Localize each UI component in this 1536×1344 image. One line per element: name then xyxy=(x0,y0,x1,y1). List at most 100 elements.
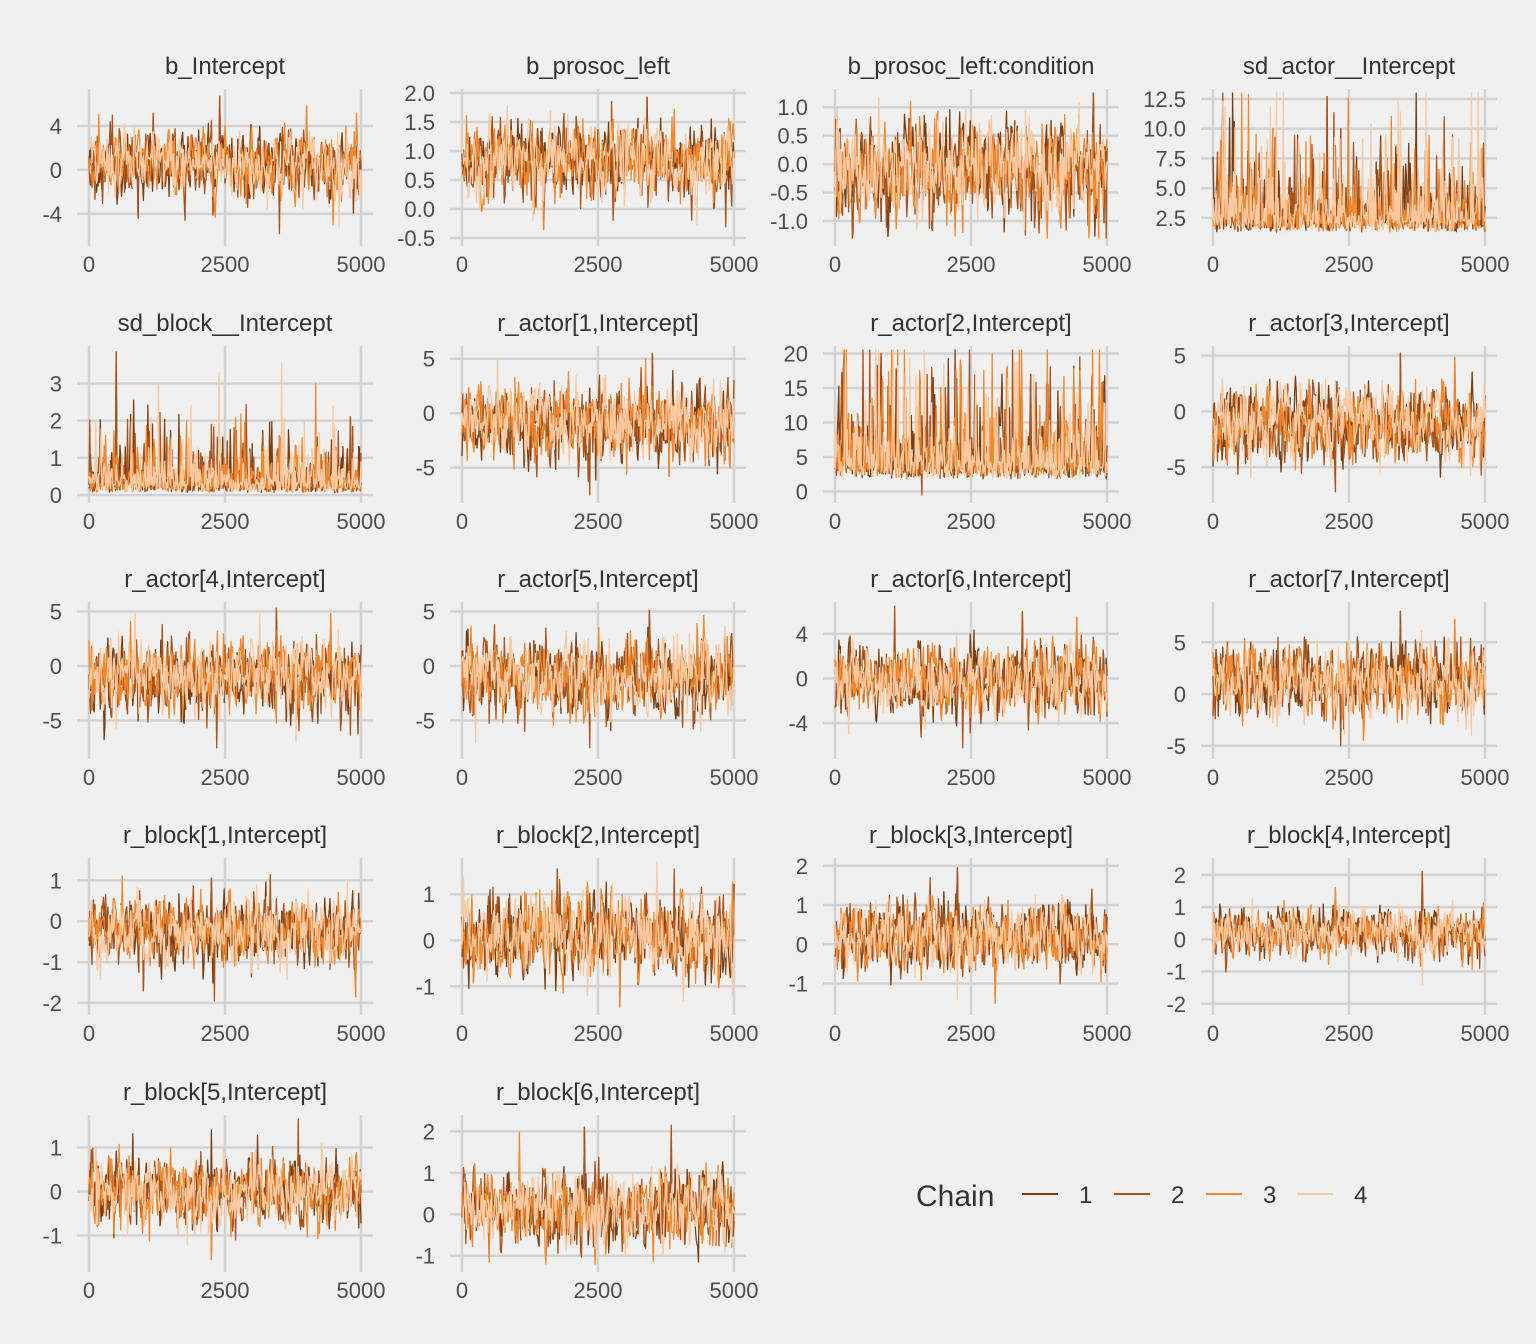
chain-trace-4 xyxy=(834,894,1108,1000)
legend-label: 4 xyxy=(1354,1182,1367,1209)
x-tick-label: 2500 xyxy=(947,765,996,790)
chain-trace-4 xyxy=(461,104,735,226)
y-tick-label: 5 xyxy=(1174,630,1186,655)
y-tick-label: -0.5 xyxy=(397,226,435,251)
y-tick-label: -4 xyxy=(788,711,808,736)
trace-panel: sd_block__Intercept 0 2500 5000 0 1 2 3 xyxy=(50,310,386,534)
panel-title: r_actor[3,Intercept] xyxy=(1248,310,1449,337)
x-tick-label: 2500 xyxy=(201,252,250,277)
x-tick-label: 5000 xyxy=(337,1278,386,1303)
y-tick-label: 10.0 xyxy=(1143,117,1186,142)
legend-label: 2 xyxy=(1171,1182,1184,1209)
y-tick-label: 0 xyxy=(50,158,62,183)
y-tick-label: 0 xyxy=(423,928,435,953)
panel-title: sd_block__Intercept xyxy=(118,310,333,337)
x-tick-label: 2500 xyxy=(201,509,250,534)
x-tick-label: 5000 xyxy=(710,765,759,790)
panel-title: r_actor[7,Intercept] xyxy=(1248,566,1449,593)
x-tick-label: 5000 xyxy=(1083,1021,1132,1046)
y-tick-label: 2 xyxy=(423,1119,435,1144)
chain-trace-4 xyxy=(461,625,735,743)
legend-item-chain-4: 4 xyxy=(1297,1182,1367,1209)
x-tick-label: 2500 xyxy=(201,1278,250,1303)
x-tick-label: 2500 xyxy=(574,1021,623,1046)
chain-trace-2 xyxy=(834,867,1108,1004)
legend-item-chain-2: 2 xyxy=(1114,1182,1184,1209)
panel-title: r_actor[1,Intercept] xyxy=(497,310,698,337)
x-tick-label: 5000 xyxy=(337,509,386,534)
chain-trace-4 xyxy=(88,879,362,981)
panel-title: r_block[2,Intercept] xyxy=(496,822,700,849)
trace-panel: r_actor[3,Intercept] 0 2500 5000 -5 0 5 xyxy=(1166,310,1509,534)
x-tick-label: 5000 xyxy=(1461,1021,1510,1046)
y-tick-label: 4 xyxy=(50,114,62,139)
x-tick-label: 0 xyxy=(456,765,468,790)
x-tick-label: 2500 xyxy=(947,252,996,277)
x-tick-label: 2500 xyxy=(574,252,623,277)
y-tick-label: 5 xyxy=(1174,344,1186,369)
y-tick-label: 12.5 xyxy=(1143,87,1186,112)
y-tick-label: 1 xyxy=(423,882,435,907)
panel-title: r_block[3,Intercept] xyxy=(869,822,1073,849)
x-tick-label: 2500 xyxy=(201,765,250,790)
y-tick-label: 3 xyxy=(50,371,62,396)
panel-title: r_actor[4,Intercept] xyxy=(124,566,325,593)
y-tick-label: 0 xyxy=(50,1180,62,1205)
x-tick-label: 0 xyxy=(456,1021,468,1046)
y-tick-label: 10 xyxy=(784,411,808,436)
chain-trace-4 xyxy=(1212,378,1486,479)
x-tick-label: 0 xyxy=(829,765,841,790)
y-tick-label: -5 xyxy=(1166,455,1186,480)
legend-item-chain-3: 3 xyxy=(1206,1182,1276,1209)
legend-items: 1 2 3 4 xyxy=(1022,1182,1367,1209)
y-tick-label: 0 xyxy=(796,667,808,692)
legend-title: Chain xyxy=(916,1180,994,1213)
panel-title: b_Intercept xyxy=(165,53,285,80)
legend-item-chain-1: 1 xyxy=(1022,1182,1092,1209)
x-tick-label: 0 xyxy=(829,509,841,534)
y-tick-label: 5 xyxy=(796,445,808,470)
chain-trace-4 xyxy=(461,359,735,465)
trace-panel: sd_actor__Intercept 0 2500 5000 2.5 5.0 7.5 10.… xyxy=(1143,53,1509,277)
y-tick-label: 1 xyxy=(796,893,808,918)
y-tick-label: 0 xyxy=(1174,927,1186,952)
chain-trace-4 xyxy=(88,1142,362,1245)
x-tick-label: 2500 xyxy=(574,509,623,534)
trace-panel: b_prosoc_left 0 2500 5000 -0.5 0.0 0.5 1.0 1.5 2.… xyxy=(397,53,758,277)
x-tick-label: 0 xyxy=(456,509,468,534)
y-tick-label: -1 xyxy=(415,1244,435,1269)
x-tick-label: 5000 xyxy=(337,252,386,277)
trace-panel: b_Intercept 0 2500 5000 -4 0 4 xyxy=(42,53,385,277)
x-tick-label: 0 xyxy=(829,252,841,277)
y-tick-label: 20 xyxy=(784,341,808,366)
y-tick-label: 2.5 xyxy=(1155,206,1186,231)
x-tick-label: 2500 xyxy=(1325,252,1374,277)
x-tick-label: 2500 xyxy=(574,765,623,790)
y-tick-label: 15 xyxy=(784,376,808,401)
panel-title: r_block[6,Intercept] xyxy=(496,1079,700,1106)
y-tick-label: 5.0 xyxy=(1155,176,1186,201)
chain-trace-3 xyxy=(461,108,735,230)
y-tick-label: 0 xyxy=(796,932,808,957)
y-tick-label: -1.0 xyxy=(770,209,808,234)
y-tick-label: 0.0 xyxy=(777,152,808,177)
x-tick-label: 5000 xyxy=(1083,252,1132,277)
panel-title: r_actor[2,Intercept] xyxy=(870,310,1071,337)
chain-trace-4 xyxy=(88,362,362,494)
y-tick-label: 0.5 xyxy=(404,168,435,193)
chain-trace-4 xyxy=(88,612,362,743)
x-tick-label: 0 xyxy=(83,252,95,277)
y-tick-label: 0.0 xyxy=(404,197,435,222)
x-tick-label: 5000 xyxy=(710,1278,759,1303)
y-tick-label: -5 xyxy=(415,456,435,481)
y-tick-label: 0 xyxy=(423,1202,435,1227)
y-tick-label: 0 xyxy=(1174,682,1186,707)
y-tick-label: 1 xyxy=(50,1136,62,1161)
chain-trace-4 xyxy=(834,96,1108,231)
y-tick-label: 0 xyxy=(50,654,62,679)
trace-panel: r_actor[5,Intercept] 0 2500 5000 -5 0 5 xyxy=(415,566,758,790)
x-tick-label: 0 xyxy=(456,252,468,277)
x-tick-label: 0 xyxy=(83,1021,95,1046)
